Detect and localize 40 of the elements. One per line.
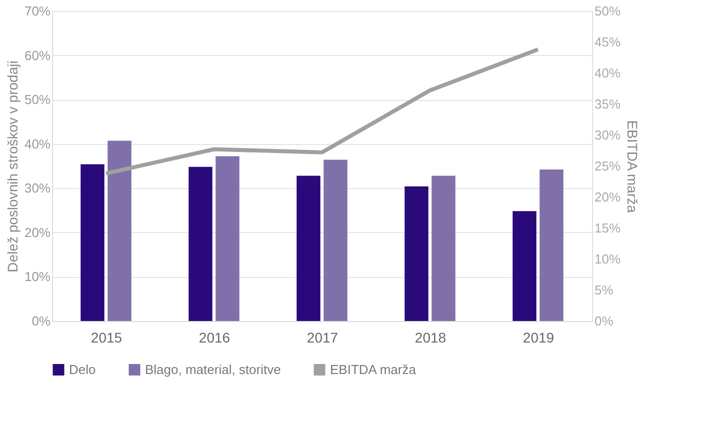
y2-tick-label: 30% bbox=[594, 128, 621, 142]
x-tick-label: 2018 bbox=[414, 330, 446, 346]
x-tick-label: 2019 bbox=[522, 330, 554, 346]
y-tick-label: 70% bbox=[24, 4, 51, 18]
bar bbox=[432, 176, 456, 321]
y-tick-label: 40% bbox=[24, 136, 51, 152]
y2-tick-label: 10% bbox=[594, 252, 621, 266]
y-tick-label: 50% bbox=[24, 92, 51, 108]
y-tick-label: 60% bbox=[24, 48, 51, 63]
y-tick-label: 30% bbox=[24, 180, 51, 196]
y2-tick-label: 35% bbox=[594, 96, 621, 112]
bar bbox=[324, 160, 348, 321]
y2-tick-label: 5% bbox=[594, 282, 614, 298]
bar bbox=[404, 186, 428, 321]
x-tick-label: 2015 bbox=[90, 330, 122, 346]
y-axis-title: Delež poslovnih stroškov v prodaji bbox=[4, 60, 20, 272]
bar bbox=[216, 156, 240, 321]
legend-label: EBITDA marža bbox=[330, 362, 417, 377]
y-tick-label: 20% bbox=[24, 224, 51, 240]
bar bbox=[512, 211, 536, 321]
y2-tick-label: 45% bbox=[594, 34, 621, 50]
bar bbox=[188, 166, 212, 321]
y2-tick-label: 50% bbox=[594, 4, 621, 18]
x-tick-label: 2016 bbox=[198, 330, 230, 346]
bar bbox=[540, 170, 564, 321]
bar bbox=[108, 140, 132, 321]
bar bbox=[296, 176, 320, 321]
x-tick-label: 2017 bbox=[306, 330, 338, 346]
y-tick-label: 0% bbox=[32, 314, 51, 328]
y-tick-label: 10% bbox=[24, 269, 51, 284]
y2-tick-label: 0% bbox=[594, 314, 614, 328]
y2-tick-label: 25% bbox=[594, 158, 621, 174]
bar bbox=[80, 164, 104, 321]
legend-label: Blago, material, storitve bbox=[145, 362, 281, 377]
legend-label: Delo bbox=[69, 362, 96, 377]
line-series bbox=[104, 47, 540, 176]
y2-tick-label: 20% bbox=[594, 190, 621, 204]
y2-tick-label: 40% bbox=[594, 66, 621, 80]
y2-tick-label: 15% bbox=[594, 220, 621, 236]
y2-axis-title: EBITDA marža bbox=[624, 120, 641, 213]
